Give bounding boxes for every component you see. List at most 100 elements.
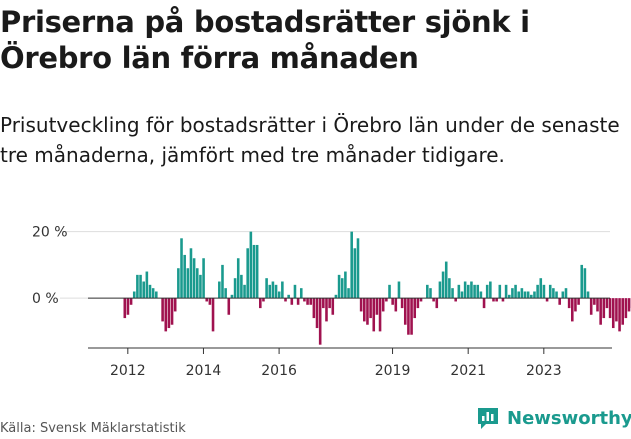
bar [378, 298, 382, 332]
bar [155, 291, 158, 299]
bar [413, 298, 417, 319]
bar [589, 298, 593, 315]
bar [385, 298, 388, 302]
bar [520, 288, 524, 299]
bar [523, 291, 527, 299]
y-tick-label: 0 % [32, 291, 59, 307]
bar [337, 274, 341, 299]
bar [476, 284, 480, 299]
bar [621, 298, 624, 325]
bar [274, 284, 278, 299]
bar [306, 298, 309, 305]
bar [514, 284, 517, 299]
bar [312, 298, 316, 319]
newsworthy-logo[interactable]: Newsworthy [476, 406, 631, 430]
bar [180, 238, 183, 299]
bar [416, 298, 420, 309]
bar [467, 284, 470, 299]
bar [602, 298, 606, 319]
bar [227, 298, 231, 315]
bar [287, 294, 290, 299]
bar [470, 281, 473, 299]
bar [167, 298, 171, 329]
bar [571, 298, 574, 322]
bar [281, 281, 284, 299]
bar [318, 298, 322, 345]
y-tick-label: 20 % [32, 225, 68, 241]
bar [205, 298, 209, 302]
bar [407, 298, 410, 335]
bar [577, 298, 580, 305]
bar [548, 284, 552, 299]
bar [618, 298, 621, 332]
bar [315, 298, 319, 329]
bar [410, 298, 413, 335]
bar [284, 298, 287, 302]
bar [555, 291, 558, 299]
bar [391, 298, 394, 305]
bar [139, 274, 142, 299]
bar [202, 258, 205, 299]
bar [151, 288, 155, 299]
bar [303, 298, 306, 302]
bar [580, 264, 584, 299]
bar [448, 278, 451, 299]
bar [123, 298, 127, 319]
bar [366, 298, 369, 325]
bar [485, 284, 489, 299]
bar [605, 298, 609, 309]
bar [403, 298, 407, 325]
bar [441, 271, 445, 299]
bar [627, 298, 631, 312]
bar [249, 231, 253, 299]
bar [463, 281, 467, 299]
bar [397, 281, 401, 299]
bar [350, 231, 353, 299]
bar [419, 298, 423, 302]
bar [363, 298, 366, 322]
bar [624, 298, 628, 319]
bar [599, 298, 602, 325]
bar [344, 271, 347, 299]
bar [183, 254, 186, 299]
bar [233, 278, 237, 299]
bar [328, 298, 331, 309]
bar [211, 298, 215, 332]
page-subtitle: Prisutveckling för bostadsrätter i Örebr… [0, 113, 620, 167]
bar [596, 298, 599, 312]
bar [511, 288, 514, 299]
bar [334, 294, 338, 299]
bar [243, 284, 246, 299]
x-tick-label: 2019 [375, 363, 411, 379]
bar [372, 298, 376, 332]
bar [186, 268, 190, 299]
bar [611, 298, 615, 329]
bar [221, 264, 224, 299]
bar [340, 278, 344, 299]
bar [262, 298, 265, 302]
bar [296, 298, 300, 305]
bar [224, 288, 227, 299]
x-tick-label: 2023 [526, 363, 562, 379]
bar [473, 284, 476, 299]
bar [552, 288, 555, 299]
bar [290, 298, 294, 305]
bar [539, 278, 543, 299]
page-title: Priserna på bostadsrätter sjönk i Örebro… [0, 5, 530, 75]
bar [438, 281, 442, 299]
bar [489, 281, 492, 299]
bar [322, 298, 325, 309]
bar [218, 281, 221, 299]
bar [394, 298, 398, 312]
x-tick-label: 2014 [186, 363, 222, 379]
x-tick-label: 2012 [110, 363, 146, 379]
bar [325, 298, 328, 322]
bar [501, 298, 505, 302]
bar [199, 274, 202, 299]
bar [347, 288, 350, 299]
bar [492, 298, 495, 302]
bar [586, 291, 590, 299]
bar [277, 291, 281, 299]
bar [353, 248, 357, 299]
